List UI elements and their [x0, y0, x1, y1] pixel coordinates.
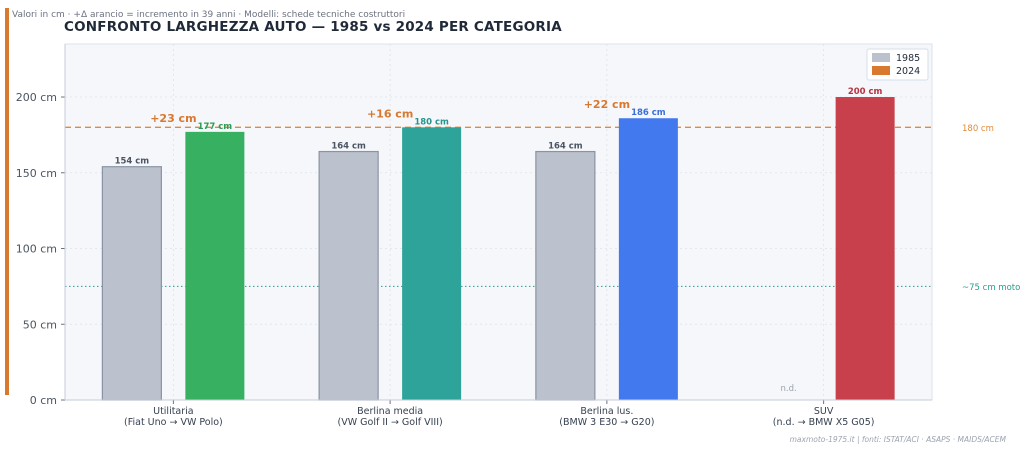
- chart-subtitle: Valori in cm · +Δ arancio = incremento i…: [12, 10, 406, 20]
- reference-line-label: 180 cm: [962, 124, 994, 134]
- plot-area: 0 cm 50 cm 100 cm 150 cm 200 cm 180 cm ~75 cm …: [16, 43, 1020, 428]
- bar-label-2024: 177 cm: [198, 122, 233, 132]
- bar-label-2024: 200 cm: [848, 87, 883, 97]
- y-tick-label: 50 cm: [23, 318, 57, 331]
- bar-label-1985: 164 cm: [331, 142, 366, 152]
- bar-1985: [101, 166, 162, 401]
- legend-swatch: [872, 66, 890, 75]
- delta-label: +22 cm: [584, 98, 630, 111]
- bar-1985: [318, 150, 379, 401]
- chart-title: CONFRONTO LARGHEZZA AUTO — 1985 vs 2024 …: [64, 19, 562, 35]
- bar-2024: [402, 127, 462, 400]
- bar-1985: [535, 150, 596, 401]
- bar-label-2024: 186 cm: [631, 108, 666, 118]
- x-tick-sublabel: (VW Golf II → Golf VIII): [338, 417, 443, 428]
- accent-bar: [5, 8, 9, 395]
- bar-label-2024: 180 cm: [414, 117, 449, 127]
- x-tick-label: SUV: [814, 406, 834, 417]
- bar-2024: [835, 97, 895, 401]
- x-tick-label: Berlina media: [357, 406, 423, 417]
- x-tick-sublabel: (BMW 3 E30 → G20): [559, 417, 654, 428]
- y-tick-label: 0 cm: [30, 394, 57, 407]
- y-tick-label: 100 cm: [16, 243, 57, 256]
- delta-label: +23 cm: [150, 112, 196, 125]
- delta-label: +16 cm: [367, 107, 413, 120]
- x-tick-sublabel: (Fiat Uno → VW Polo): [124, 417, 223, 428]
- y-tick-label: 150 cm: [16, 167, 57, 180]
- chart-footer: maxmoto-1975.it | fonti: ISTAT/ACI · ASA…: [789, 435, 1006, 444]
- legend-label: 2024: [896, 66, 920, 77]
- bar-label-1985: 154 cm: [115, 157, 150, 167]
- bar-label-1985: n.d.: [781, 384, 797, 394]
- bar-2024: [618, 118, 678, 400]
- legend-swatch: [872, 53, 890, 62]
- y-tick-label: 200 cm: [16, 91, 57, 104]
- reference-line-label: ~75 cm moto: [962, 283, 1020, 293]
- x-tick-label: Utilitaria: [153, 406, 194, 417]
- bar-2024: [185, 131, 245, 400]
- x-tick-sublabel: (n.d. → BMW X5 G05): [773, 417, 875, 428]
- bar-label-1985: 164 cm: [548, 142, 583, 152]
- x-tick-label: Berlina lus.: [580, 406, 633, 417]
- legend-label: 1985: [896, 53, 920, 64]
